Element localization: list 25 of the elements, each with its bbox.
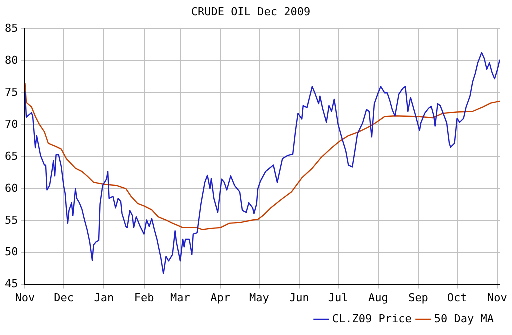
x-tick-label: Feb [134,291,154,304]
y-tick-label: 75 [4,86,18,99]
x-tick-label: Apr [210,291,231,304]
x-tick-label: Nov [487,291,508,304]
legend-label: 50 Day MA [434,312,494,326]
legend-label: CL.Z09 Price [332,312,412,326]
y-tick-label: 55 [4,214,18,227]
y-tick-label: 70 [4,118,18,131]
x-tick-label: Dec [54,291,74,304]
x-tick-label: Oct [447,291,468,304]
y-tick-label: 85 [4,22,18,36]
y-tick-label: 80 [4,54,18,68]
y-tick-label: 45 [4,278,18,291]
y-tick-label: 50 [4,246,18,259]
x-tick-label: Sep [408,291,428,304]
x-tick-label: May [249,291,270,304]
x-tick-label: Jan [94,291,114,304]
x-tick-label: Jun [290,291,310,304]
x-tick-label: Nov [15,291,36,304]
y-tick-label: 60 [4,182,18,195]
y-tick-label: 65 [4,150,18,163]
x-tick-label: Mar [170,291,191,304]
x-tick-label: Aug [368,291,388,304]
chart-title: CRUDE OIL Dec 2009 [191,5,311,18]
x-tick-label: Jul [328,291,348,304]
